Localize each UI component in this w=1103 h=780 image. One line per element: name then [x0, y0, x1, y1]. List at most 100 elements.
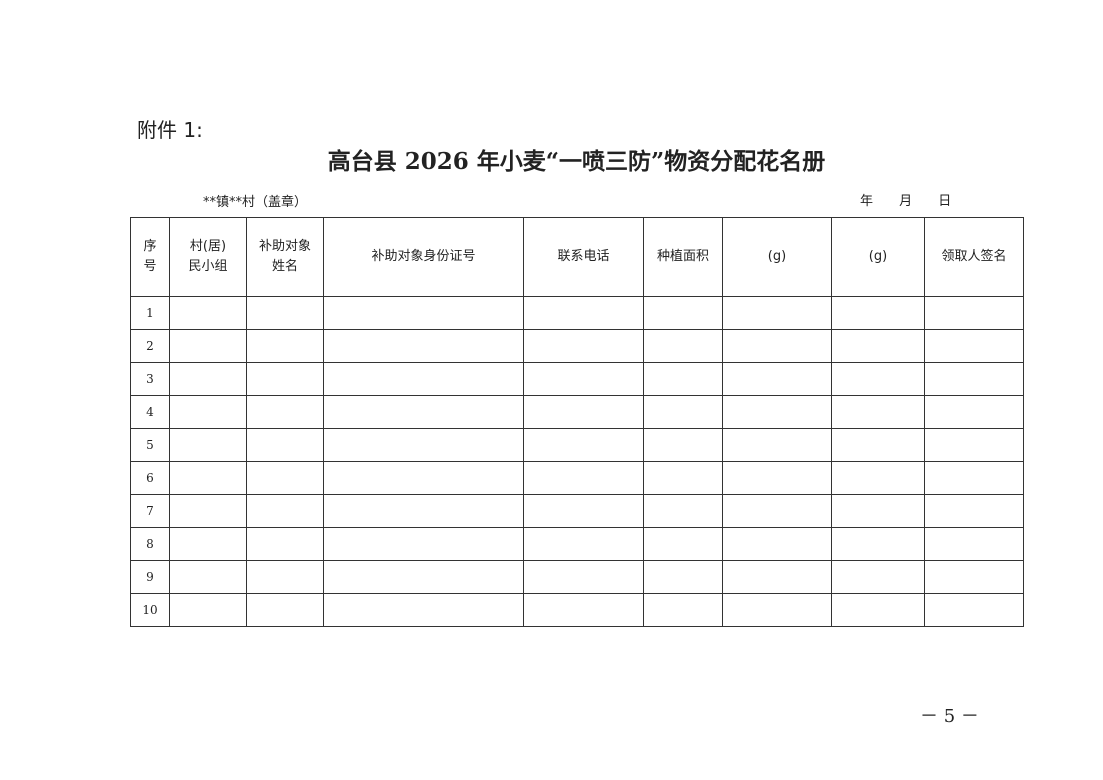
empty-cell [169, 296, 247, 330]
table-row: 10 [130, 593, 1024, 627]
empty-cell [169, 362, 247, 396]
empty-cell [246, 494, 324, 528]
empty-cell [722, 527, 832, 561]
empty-cell [831, 362, 925, 396]
empty-cell [323, 362, 524, 396]
page-number: － 5 － [920, 706, 979, 727]
empty-cell [643, 461, 723, 495]
empty-cell [523, 428, 644, 462]
empty-cell [246, 527, 324, 561]
empty-cell [924, 593, 1024, 627]
empty-cell [523, 527, 644, 561]
empty-cell [722, 494, 832, 528]
empty-cell [246, 296, 324, 330]
empty-cell [831, 494, 925, 528]
column-header: 村(居) 民小组 [169, 217, 247, 297]
empty-cell [643, 296, 723, 330]
row-number: 9 [130, 560, 170, 594]
empty-cell [246, 395, 324, 429]
row-number: 2 [130, 329, 170, 363]
empty-cell [924, 296, 1024, 330]
empty-cell [643, 395, 723, 429]
empty-cell [169, 329, 247, 363]
column-header: 补助对象身份证号 [323, 217, 524, 297]
empty-cell [924, 428, 1024, 462]
empty-cell [323, 296, 524, 330]
column-header: 联系电话 [523, 217, 644, 297]
empty-cell [523, 593, 644, 627]
empty-cell [722, 362, 832, 396]
table-row: 9 [130, 560, 1024, 594]
empty-cell [169, 428, 247, 462]
empty-cell [722, 593, 832, 627]
row-number: 4 [130, 395, 170, 429]
empty-cell [523, 560, 644, 594]
distribution-table: 序号村(居) 民小组 补助对象 姓名 补助对象身份证号 联系电话 种植面积 (g) (g) 领取人… [130, 217, 1024, 627]
empty-cell [169, 494, 247, 528]
empty-cell [523, 296, 644, 330]
empty-cell [246, 329, 324, 363]
empty-cell [831, 461, 925, 495]
date-label: 年 月 日 [860, 194, 952, 209]
empty-cell [722, 428, 832, 462]
row-number: 10 [130, 593, 170, 627]
empty-cell [643, 527, 723, 561]
row-number: 7 [130, 494, 170, 528]
row-number: 8 [130, 527, 170, 561]
row-number: 1 [130, 296, 170, 330]
empty-cell [246, 362, 324, 396]
table-row: 4 [130, 395, 1024, 429]
table-row: 3 [130, 362, 1024, 396]
empty-cell [722, 461, 832, 495]
village-seal-label: **镇**村（盖章） [203, 195, 308, 210]
empty-cell [246, 593, 324, 627]
empty-cell [722, 395, 832, 429]
row-number: 3 [130, 362, 170, 396]
empty-cell [722, 296, 832, 330]
empty-cell [246, 560, 324, 594]
empty-cell [323, 494, 524, 528]
empty-cell [643, 593, 723, 627]
empty-cell [246, 461, 324, 495]
column-header: 领取人签名 [924, 217, 1024, 297]
empty-cell [169, 395, 247, 429]
empty-cell [643, 329, 723, 363]
table-row: 5 [130, 428, 1024, 462]
empty-cell [246, 428, 324, 462]
empty-cell [523, 461, 644, 495]
empty-cell [323, 395, 524, 429]
empty-cell [643, 428, 723, 462]
empty-cell [924, 329, 1024, 363]
empty-cell [523, 494, 644, 528]
empty-cell [523, 395, 644, 429]
empty-cell [924, 494, 1024, 528]
column-header: 种植面积 [643, 217, 723, 297]
empty-cell [323, 461, 524, 495]
empty-cell [924, 560, 1024, 594]
table-row: 1 [130, 296, 1024, 330]
empty-cell [643, 560, 723, 594]
empty-cell [169, 593, 247, 627]
column-header: 序号 [130, 217, 170, 297]
empty-cell [323, 560, 524, 594]
empty-cell [169, 560, 247, 594]
empty-cell [523, 362, 644, 396]
empty-cell [722, 560, 832, 594]
empty-cell [831, 428, 925, 462]
column-header: (g) [831, 217, 925, 297]
empty-cell [831, 296, 925, 330]
empty-cell [924, 461, 1024, 495]
table-row: 8 [130, 527, 1024, 561]
empty-cell [831, 329, 925, 363]
row-number: 5 [130, 428, 170, 462]
table-row: 7 [130, 494, 1024, 528]
empty-cell [924, 527, 1024, 561]
empty-cell [323, 428, 524, 462]
empty-cell [831, 527, 925, 561]
column-header: 补助对象 姓名 [246, 217, 324, 297]
empty-cell [643, 362, 723, 396]
empty-cell [169, 527, 247, 561]
empty-cell [169, 461, 247, 495]
empty-cell [831, 560, 925, 594]
attachment-label: 附件 1: [137, 118, 203, 142]
